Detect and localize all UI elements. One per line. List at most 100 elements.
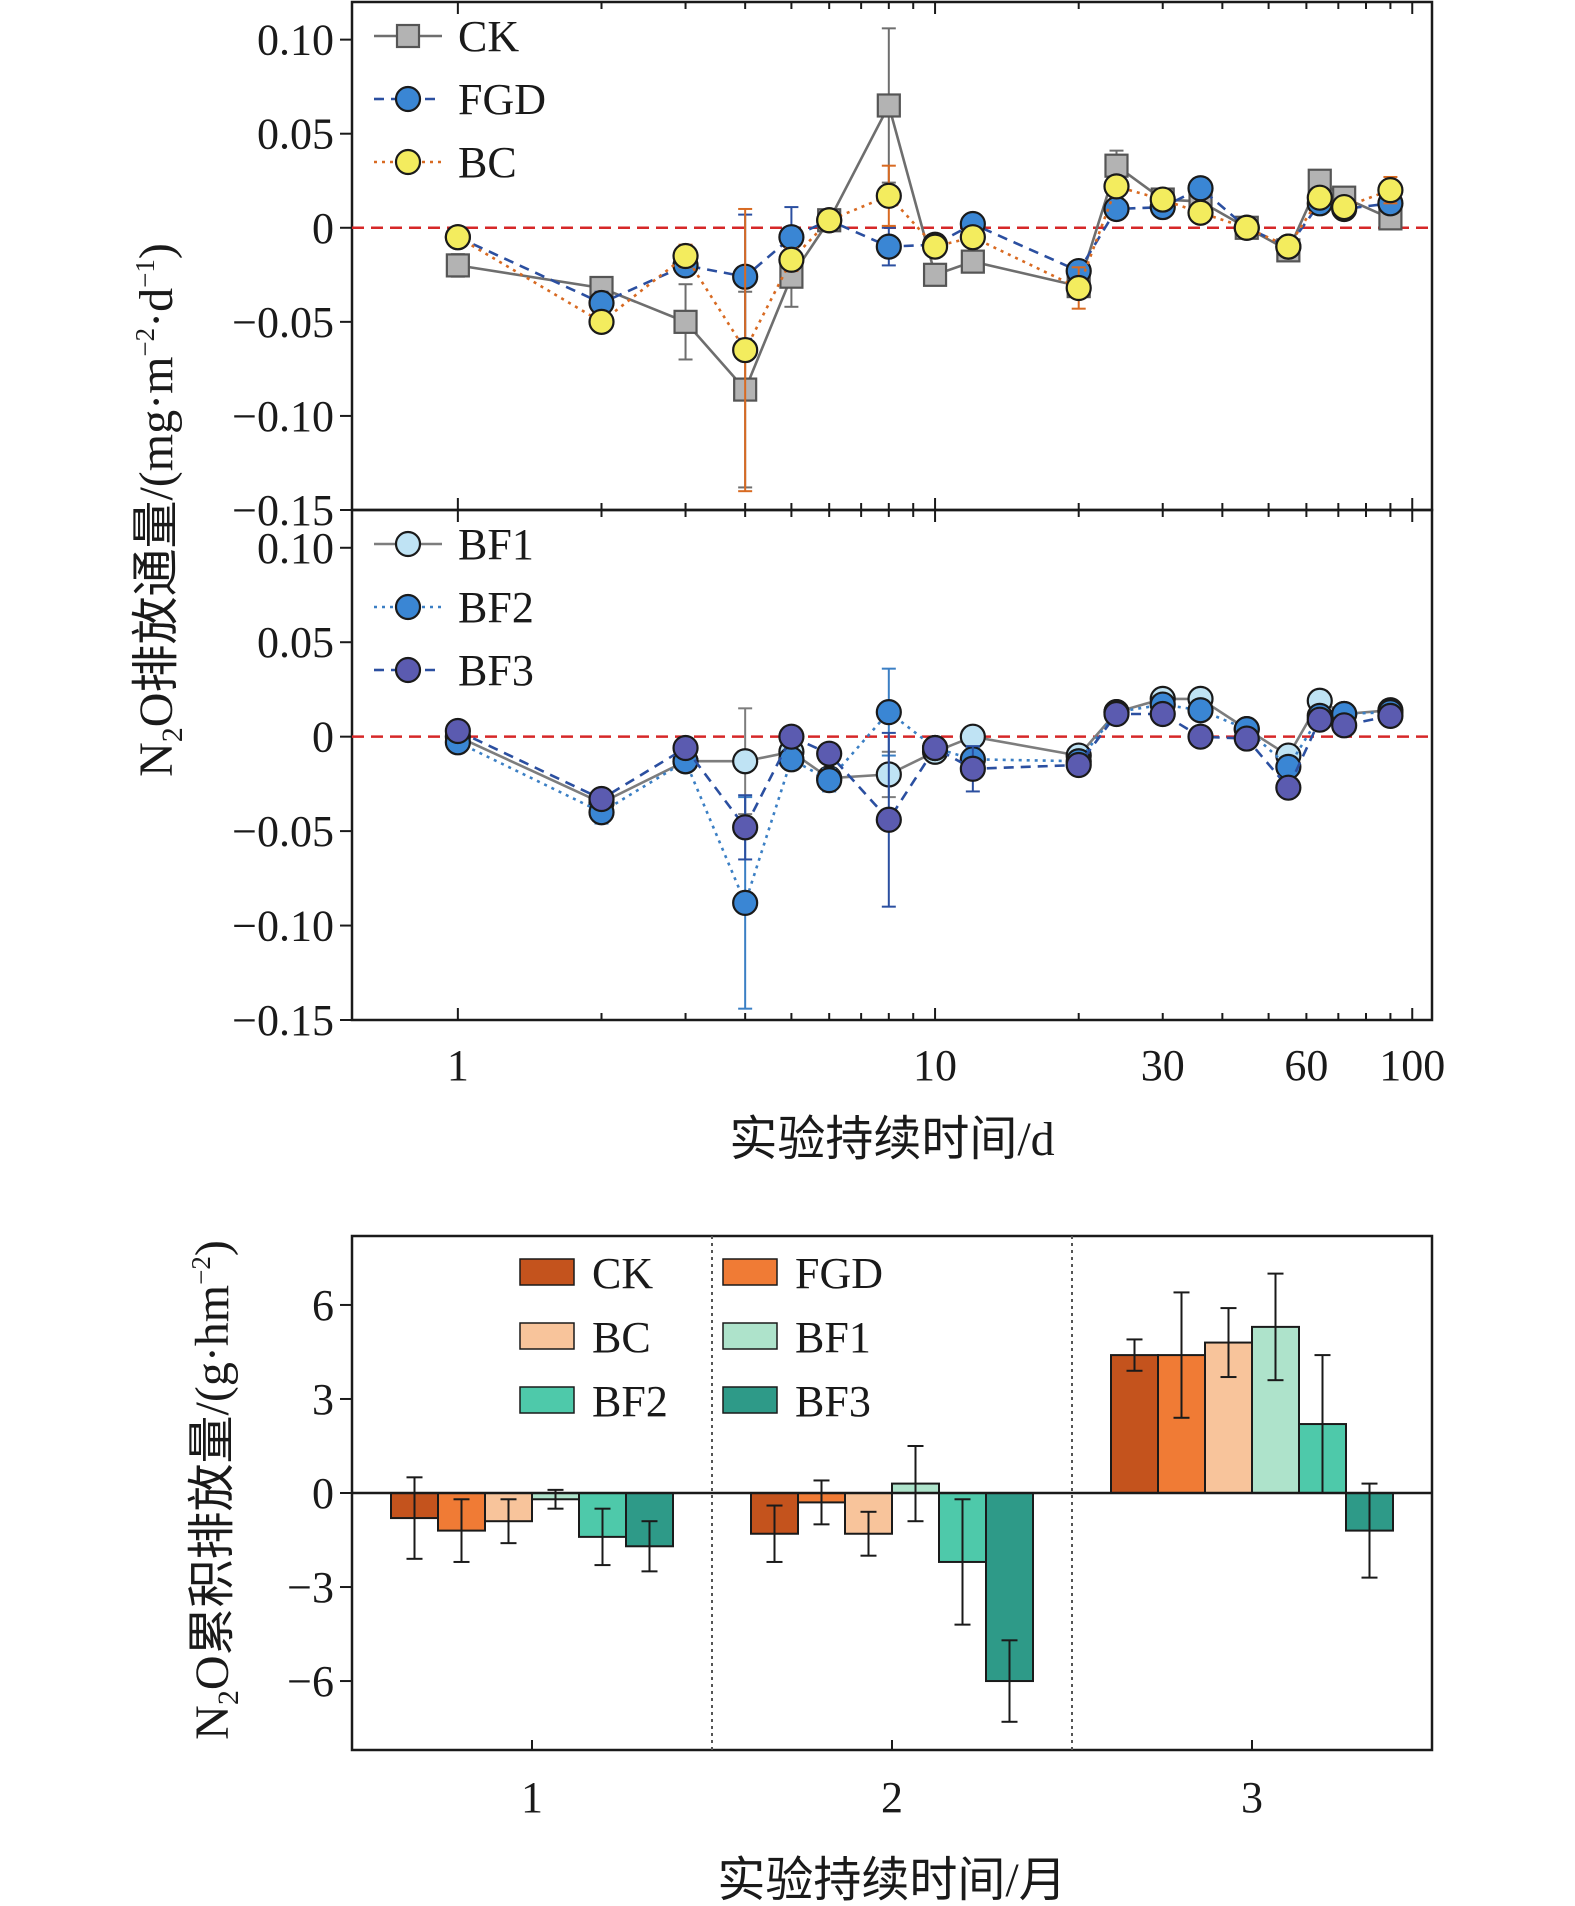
middle-data-point-bf2 (732, 889, 759, 916)
middle-y-tick-label: −0.05 (232, 807, 334, 856)
middle-data-point-bf3 (1187, 723, 1214, 750)
middle-data-point-bf3 (875, 806, 902, 833)
bar-y-tick-label: −6 (287, 1657, 334, 1706)
middle-legend-label: BF1 (458, 520, 534, 569)
top-data-point-bc (672, 242, 699, 270)
top-legend-marker (395, 23, 421, 49)
bar-legend-swatch (519, 1386, 575, 1414)
bar-x-tick-label: 1 (521, 1773, 543, 1822)
middle-data-point-bf3 (1233, 725, 1260, 752)
middle-y-tick-label: 0.05 (257, 618, 334, 667)
top-data-point-ck (673, 309, 698, 334)
bar-x-axis-title: 实验持续时间/月 (717, 1854, 1066, 1906)
top-data-point-bc (444, 224, 471, 251)
bar-legend-label: CK (592, 1249, 653, 1298)
middle-panel: 0.10 0.05 0 −0.05 −0.10 −0.15 1 10 30 60 100 BF1 BF2… (232, 510, 1445, 1090)
top-data-point-bc (921, 233, 949, 260)
bar-series-ck (390, 1338, 1159, 1563)
top-data-point-bc (1331, 193, 1358, 221)
middle-series-bf3 (444, 700, 1404, 908)
middle-x-tick-label: 10 (913, 1041, 957, 1090)
bar-legend-label: BF2 (592, 1377, 668, 1426)
middle-data-point-bf3 (816, 740, 843, 767)
middle-data-point-bf3 (1377, 702, 1404, 729)
bar-series-fgd (437, 1291, 1206, 1563)
middle-panel-frame (350, 508, 1434, 1022)
top-y-tick-label: −0.05 (232, 298, 334, 347)
middle-data-point-bf3 (921, 734, 949, 762)
middle-data-point-bf3 (1306, 706, 1333, 733)
middle-data-point-bf2 (816, 767, 843, 794)
top-data-point-bc (588, 308, 615, 335)
bar-x-tick-label: 3 (1241, 1773, 1263, 1822)
bar-y-tick-label: 0 (312, 1469, 334, 1518)
bar-series-bc (484, 1307, 1253, 1557)
bar-legend-label: BF1 (795, 1313, 871, 1362)
top-data-point-bc (1275, 233, 1302, 260)
top-y-tick-label: 0.10 (257, 16, 334, 65)
bar-y-axis-title: N2O累积排放量/(g·hm−2) (186, 1240, 245, 1740)
middle-data-point-bf2 (875, 699, 902, 726)
top-legend-marker (394, 148, 422, 176)
middle-legend-marker (394, 593, 422, 621)
middle-data-point-bf3 (1275, 774, 1302, 801)
top-data-point-ck (960, 249, 985, 274)
top-data-point-bc (778, 246, 805, 273)
top-data-point-bc (1103, 173, 1130, 200)
middle-series-bf2 (444, 667, 1404, 1010)
middle-data-point-bf3 (1149, 700, 1176, 728)
top-data-point-ck (876, 93, 901, 118)
bar-bf3 (985, 1492, 1034, 1683)
top-data-point-bc (816, 207, 843, 234)
bar-legend-label: FGD (795, 1249, 883, 1298)
bar-x-tick-label: 2 (881, 1773, 903, 1822)
middle-x-tick-label: 60 (1284, 1041, 1328, 1090)
middle-data-point-bf3 (732, 814, 759, 841)
top-legend-label: CK (458, 12, 519, 61)
middle-data-point-bf3 (778, 723, 805, 750)
middle-x-tick-label: 1 (447, 1041, 469, 1090)
top-data-point-bc (1187, 199, 1214, 226)
top-data-point-bc (959, 224, 986, 251)
top-legend-label: BC (458, 138, 517, 187)
top-data-point-fgd (778, 224, 805, 251)
middle-y-tick-label: 0 (312, 713, 334, 762)
bar-legend-swatch (722, 1386, 778, 1414)
top-data-point-bc (875, 182, 902, 209)
top-data-point-bc (1065, 274, 1092, 302)
middle-y-tick-label: 0.10 (257, 524, 334, 573)
top-y-tick-label: 0 (312, 204, 334, 253)
bar-series-bf3 (625, 1482, 1394, 1723)
bar-legend-swatch (722, 1258, 778, 1286)
middle-data-point-bf2 (1187, 697, 1214, 724)
bar-legend-swatch (519, 1322, 575, 1350)
bar-legend-swatch (722, 1322, 778, 1350)
middle-y-tick-label: −0.10 (232, 902, 334, 951)
middle-data-point-bf1 (959, 723, 986, 750)
top-y-tick-label: −0.10 (232, 392, 334, 441)
top-legend-marker (394, 85, 422, 113)
bar-y-tick-label: 6 (312, 1281, 334, 1330)
bar-ck (1110, 1354, 1159, 1494)
middle-legend-marker (394, 530, 422, 558)
middle-y-tick-label: −0.15 (232, 996, 334, 1045)
top-data-point-fgd (1187, 175, 1214, 202)
top-data-point-bc (1377, 177, 1404, 204)
middle-data-point-bf3 (1331, 712, 1358, 739)
top-data-point-bc (1306, 184, 1333, 211)
top-data-point-ck (445, 253, 470, 278)
line-y-axis-title: N2O排放通量/(mg·m−2·d−1) (130, 243, 189, 777)
middle-x-tick-label: 30 (1141, 1041, 1185, 1090)
middle-data-point-bf3 (959, 755, 986, 782)
top-panel: 0.10 0.05 0 −0.05 −0.10 −0.15 CK FGD BC (232, 2, 1432, 535)
line-x-axis-title: 实验持续时间/d (729, 1113, 1054, 1166)
middle-data-point-bf3 (444, 717, 471, 745)
middle-data-point-bf3 (1065, 751, 1092, 779)
bar-series-bf2 (578, 1354, 1347, 1626)
top-data-point-bc (1233, 214, 1260, 241)
top-data-point-ck (922, 262, 948, 287)
top-y-tick-label: −0.15 (232, 486, 334, 535)
bar-legend-swatch (519, 1258, 575, 1286)
